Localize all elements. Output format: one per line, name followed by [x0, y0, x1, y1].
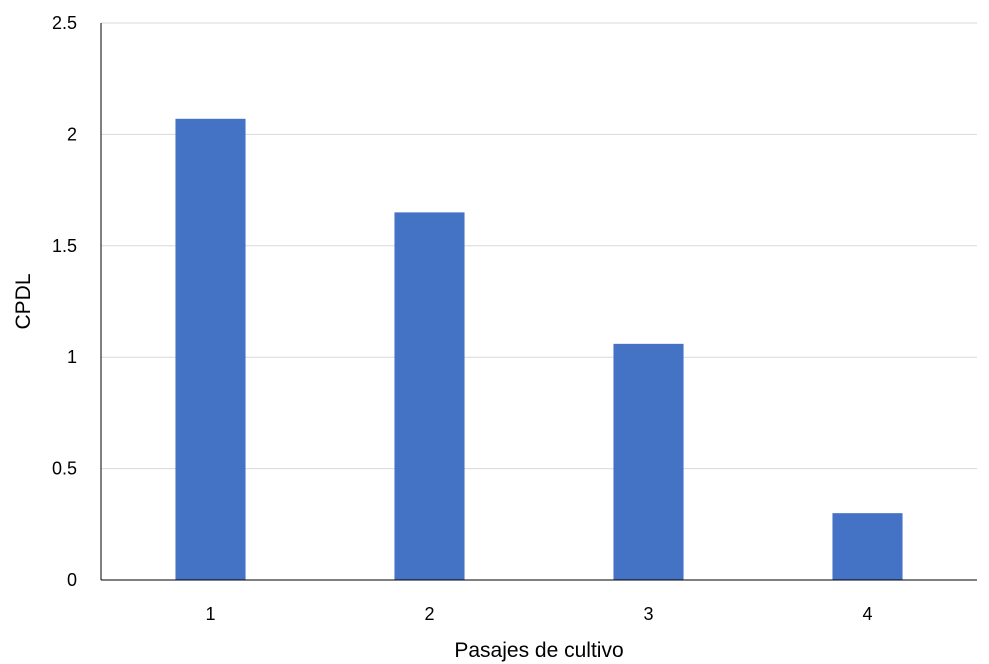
- x-tick-label: 2: [424, 604, 434, 624]
- x-tick-labels: 1 2 3 4: [205, 604, 872, 624]
- y-tick-label: 0: [67, 570, 77, 590]
- bar-3: [613, 343, 684, 580]
- y-tick-label: 1.5: [52, 236, 77, 256]
- y-tick-label: 2.5: [52, 13, 77, 33]
- y-tick-label: 2: [67, 124, 77, 144]
- x-tick-label: 4: [862, 604, 872, 624]
- y-tick-label: 1: [67, 347, 77, 367]
- x-tick-label: 3: [643, 604, 653, 624]
- axes: [100, 23, 977, 581]
- y-tick-labels: 0 0.5 1 1.5 2 2.5: [52, 13, 77, 590]
- bar-2: [394, 212, 465, 580]
- bars: [175, 118, 903, 580]
- x-axis-title: Pasajes de cultivo: [454, 639, 623, 662]
- bar-4: [832, 513, 903, 580]
- bar-1: [175, 118, 246, 580]
- y-tick-label: 0.5: [52, 459, 77, 479]
- x-tick-label: 1: [205, 604, 215, 624]
- gridlines: [101, 22, 977, 470]
- y-axis-title: CPDL: [12, 273, 35, 329]
